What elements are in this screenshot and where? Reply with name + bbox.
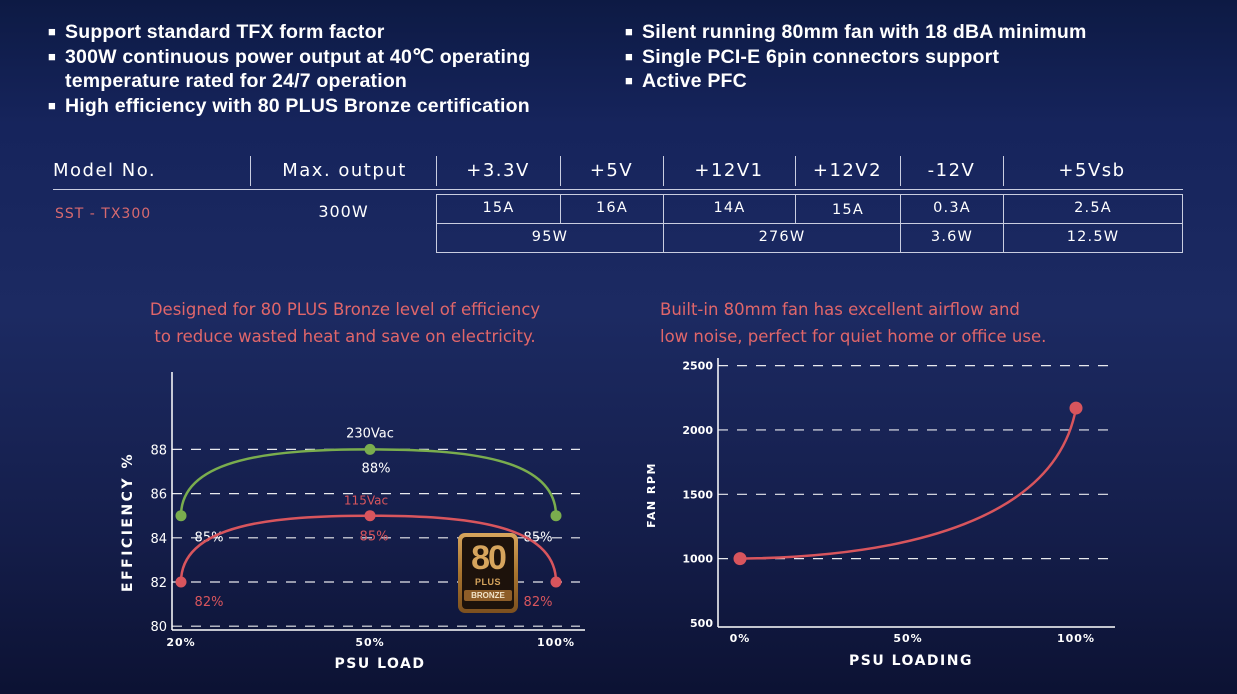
efficiency-x-tick-label: 50% bbox=[355, 636, 384, 649]
badge-number: 80 bbox=[471, 539, 507, 577]
efficiency-data-point bbox=[175, 576, 187, 588]
watt-cell-minus12v: 3.6W bbox=[900, 223, 1004, 253]
model-number: SST - TX300 bbox=[55, 206, 152, 222]
efficiency-data-label: 82% bbox=[524, 595, 553, 610]
fan-x-tick-label: 0% bbox=[730, 632, 751, 645]
square-bullet-icon: ■ bbox=[48, 24, 57, 39]
efficiency-description: Designed for 80 PLUS Bronze level of eff… bbox=[95, 296, 595, 350]
description-line: low noise, perfect for quiet home or off… bbox=[660, 327, 1047, 346]
watt-cell-3v3-5v: 95W bbox=[436, 223, 664, 253]
feature-text: Single PCI-E 6pin connectors support bbox=[642, 45, 1000, 68]
fan-x-axis-label: PSU LOADING bbox=[849, 653, 973, 669]
efficiency-y-tick-label: 84 bbox=[150, 532, 167, 547]
badge-level: BRONZE bbox=[464, 590, 512, 601]
fan-data-point bbox=[1069, 401, 1083, 415]
amp-cell-3v3: 15A bbox=[436, 194, 561, 224]
feature-item: ■ Silent running 80mm fan with 18 dBA min… bbox=[625, 20, 1225, 45]
efficiency-y-tick-label: 86 bbox=[150, 488, 167, 503]
efficiency-x-tick-label: 100% bbox=[537, 636, 575, 649]
feature-text: 300W continuous power output at 40℃ oper… bbox=[65, 45, 531, 93]
square-bullet-icon: ■ bbox=[625, 48, 634, 64]
efficiency-x-tick-label: 20% bbox=[166, 636, 195, 649]
description-line: to reduce wasted heat and save on electr… bbox=[154, 327, 536, 346]
fan-y-tick-label: 500 bbox=[690, 617, 713, 630]
header-divider bbox=[560, 156, 561, 186]
amp-cell-12v1: 14A bbox=[663, 194, 796, 224]
description-line: Designed for 80 PLUS Bronze level of eff… bbox=[149, 300, 541, 319]
header-divider bbox=[795, 156, 796, 186]
header-3v3: +3.3V bbox=[466, 160, 530, 181]
amp-cell-5v: 16A bbox=[560, 194, 664, 224]
feature-text: Support standard TFX form factor bbox=[65, 21, 385, 43]
efficiency-x-axis-label: PSU LOAD bbox=[335, 656, 426, 672]
efficiency-data-label: 85% bbox=[524, 531, 553, 546]
efficiency-chart: EFFICIENCY % PSU LOAD 80 82 84 86 88 20% 50% 10… bbox=[120, 372, 585, 672]
square-bullet-icon: ■ bbox=[48, 97, 57, 113]
header-model: Model No. bbox=[53, 160, 157, 181]
header-divider bbox=[1003, 156, 1004, 186]
feature-text: Active PFC bbox=[642, 70, 747, 92]
header-divider bbox=[436, 156, 437, 186]
efficiency-data-point bbox=[550, 510, 562, 522]
header-divider bbox=[663, 156, 664, 186]
feature-text: Silent running 80mm fan with 18 dBA mini… bbox=[642, 21, 1087, 43]
spec-table: Model No. Max. output +3.3V +5V +12V1 +1… bbox=[53, 152, 1183, 262]
header-12v2: +12V2 bbox=[812, 160, 883, 181]
feature-item: ■ High efficiency with 80 PLUS Bronze cer… bbox=[48, 94, 628, 119]
efficiency-data-point bbox=[175, 510, 187, 522]
efficiency-data-point bbox=[364, 443, 376, 455]
efficiency-data-label: 82% bbox=[195, 595, 224, 610]
header-minus12v: -12V bbox=[927, 160, 976, 181]
header-5v: +5V bbox=[589, 160, 634, 181]
efficiency-series-name: 115Vac bbox=[344, 494, 388, 508]
badge-plus: PLUS bbox=[474, 577, 501, 587]
feature-list-left: ■ Support standard TFX form factor ■ 300W … bbox=[48, 20, 628, 118]
max-output-value: 300W bbox=[318, 202, 369, 221]
watt-cell-5vsb: 12.5W bbox=[1003, 223, 1183, 253]
fan-x-tick-label: 50% bbox=[893, 632, 922, 645]
square-bullet-icon: ■ bbox=[625, 24, 634, 39]
80-plus-bronze-logo: 80 PLUS BRONZE bbox=[458, 533, 518, 613]
fan-x-tick-label: 100% bbox=[1057, 632, 1095, 645]
feature-item: ■ Active PFC bbox=[625, 69, 1225, 94]
header-max-output: Max. output bbox=[282, 160, 407, 181]
header-5vsb: +5Vsb bbox=[1058, 160, 1126, 181]
fan-y-axis-label: FAN RPM bbox=[645, 462, 658, 528]
amp-cell-5vsb: 2.5A bbox=[1003, 194, 1183, 224]
amp-cell-minus12v: 0.3A bbox=[900, 194, 1004, 224]
efficiency-data-point bbox=[364, 510, 376, 522]
efficiency-y-axis-label: EFFICIENCY % bbox=[120, 452, 136, 592]
efficiency-y-tick-label: 80 bbox=[150, 620, 167, 635]
feature-item: ■ 300W continuous power output at 40℃ ope… bbox=[48, 45, 628, 94]
description-line: Built-in 80mm fan has excellent airflow … bbox=[660, 300, 1020, 319]
efficiency-series-name: 230Vac bbox=[346, 426, 394, 441]
fan-description: Built-in 80mm fan has excellent airflow … bbox=[660, 296, 1220, 350]
feature-text: High efficiency with 80 PLUS Bronze cert… bbox=[65, 94, 530, 117]
fan-y-tick-label: 2500 bbox=[682, 360, 713, 373]
square-bullet-icon: ■ bbox=[625, 73, 634, 88]
efficiency-data-point bbox=[550, 576, 562, 588]
header-divider bbox=[250, 156, 251, 186]
amp-cell-12v2: 15A bbox=[795, 194, 901, 224]
fan-y-tick-label: 1000 bbox=[682, 553, 713, 566]
header-divider bbox=[900, 156, 901, 186]
spec-table-header: Model No. Max. output +3.3V +5V +12V1 +1… bbox=[53, 152, 1183, 190]
feature-list-right: ■ Silent running 80mm fan with 18 dBA min… bbox=[625, 20, 1225, 94]
fan-y-tick-label: 2000 bbox=[682, 424, 713, 437]
watt-cell-12v: 276W bbox=[663, 223, 901, 253]
feature-item: ■ Single PCI-E 6pin connectors support bbox=[625, 45, 1225, 70]
efficiency-data-label: 85% bbox=[360, 530, 389, 545]
header-12v1: +12V1 bbox=[694, 160, 764, 181]
fan-series-line bbox=[739, 407, 1078, 560]
efficiency-data-label: 88% bbox=[362, 461, 391, 476]
efficiency-y-tick-label: 82 bbox=[150, 576, 167, 591]
efficiency-y-tick-label: 88 bbox=[150, 443, 167, 458]
feature-item: ■ Support standard TFX form factor bbox=[48, 20, 628, 45]
fan-rpm-chart: FAN RPM PSU LOADING 500 1000 1500 2000 2500 0… bbox=[645, 358, 1115, 669]
fan-y-tick-label: 1500 bbox=[682, 488, 713, 501]
fan-data-point bbox=[733, 552, 747, 566]
square-bullet-icon: ■ bbox=[48, 48, 57, 64]
